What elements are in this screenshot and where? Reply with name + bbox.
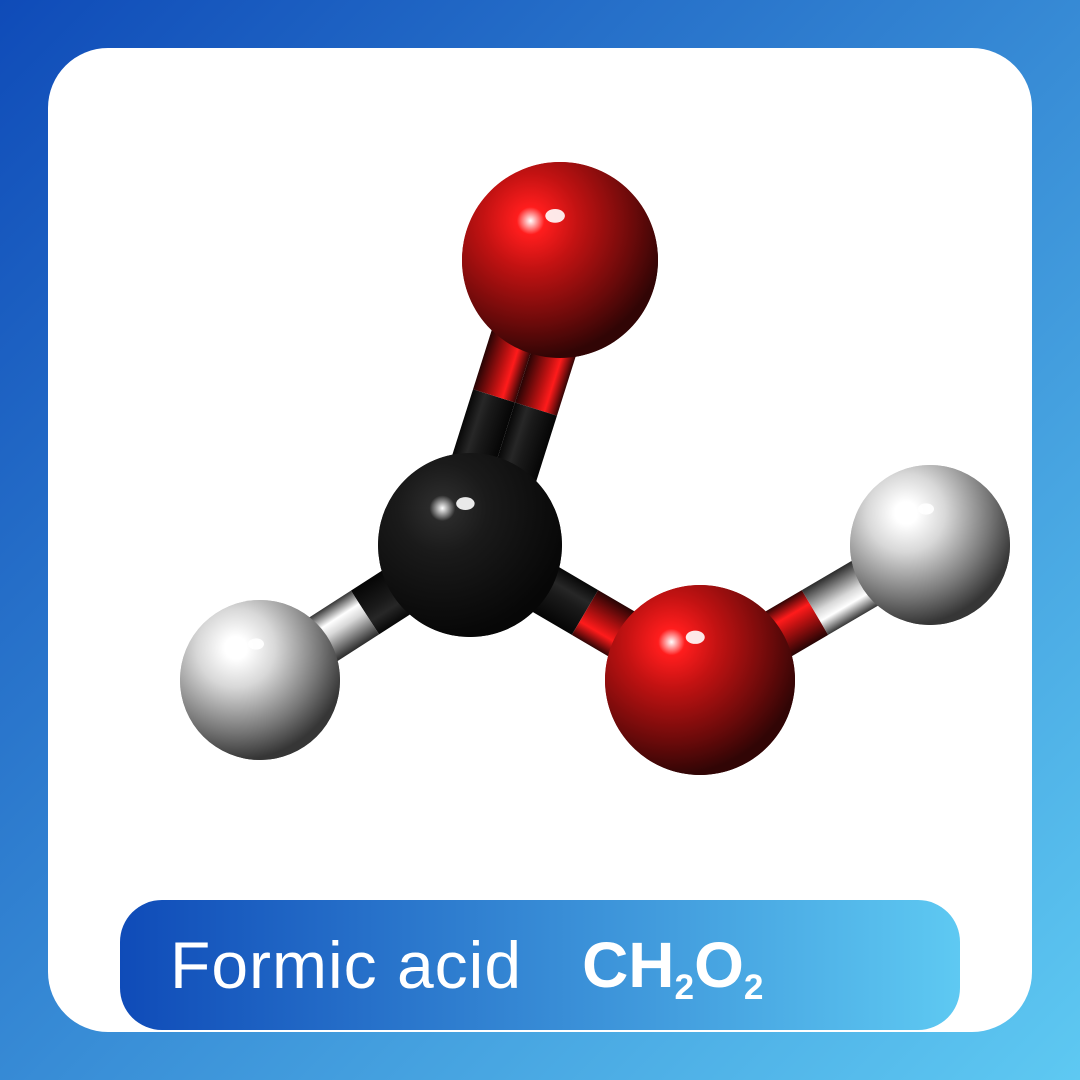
label-pill: Formic acid CH2O2 (120, 900, 960, 1030)
compound-name: Formic acid (170, 927, 522, 1003)
gradient-frame: Formic acid CH2O2 (0, 0, 1080, 1080)
compound-formula: CH2O2 (582, 928, 763, 1002)
